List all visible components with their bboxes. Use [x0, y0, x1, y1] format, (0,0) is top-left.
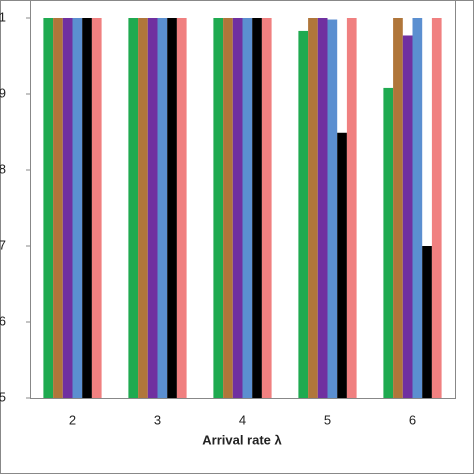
bar: [43, 18, 54, 398]
bar: [431, 18, 442, 398]
bar: [298, 30, 309, 398]
x-axis-label: Arrival rate λ: [202, 432, 282, 447]
y-tick-label: 0.5: [0, 389, 6, 404]
bar: [337, 132, 347, 398]
y-tick-label: 0.8: [0, 161, 6, 176]
bar: [232, 18, 243, 398]
bar: [91, 18, 102, 398]
bar: [346, 18, 357, 398]
bar: [213, 18, 224, 398]
bar: [167, 18, 177, 398]
bar: [53, 18, 63, 398]
plot-frame: [30, 0, 456, 399]
x-tick-label: 6: [409, 412, 416, 427]
bar: [308, 18, 318, 398]
bar: [82, 18, 92, 398]
x-tick-label: 4: [239, 412, 246, 427]
bar: [147, 18, 158, 398]
bar: [317, 18, 328, 398]
bar: [62, 18, 73, 398]
y-tick-label: 1: [0, 9, 6, 24]
bar: [393, 18, 403, 398]
y-tick-label: 0.7: [0, 237, 6, 252]
bar: [412, 18, 423, 398]
bar: [128, 18, 139, 398]
bar: [72, 18, 83, 398]
y-tick-label: 0.6: [0, 313, 6, 328]
bar: [402, 35, 413, 398]
bar: [223, 18, 233, 398]
x-tick-label: 2: [69, 412, 76, 427]
bar: [261, 18, 272, 398]
plot-area: [43, 18, 442, 399]
bar: [157, 18, 168, 398]
bar: [383, 87, 394, 399]
y-tick-label: 0.9: [0, 85, 6, 100]
bar: [422, 246, 432, 398]
x-tick-label: 5: [324, 412, 331, 427]
bar: [252, 18, 262, 398]
bar: [138, 18, 148, 398]
bar: [242, 18, 253, 398]
bar: [176, 18, 187, 398]
bar: [327, 19, 338, 399]
x-tick-label: 3: [154, 412, 161, 427]
